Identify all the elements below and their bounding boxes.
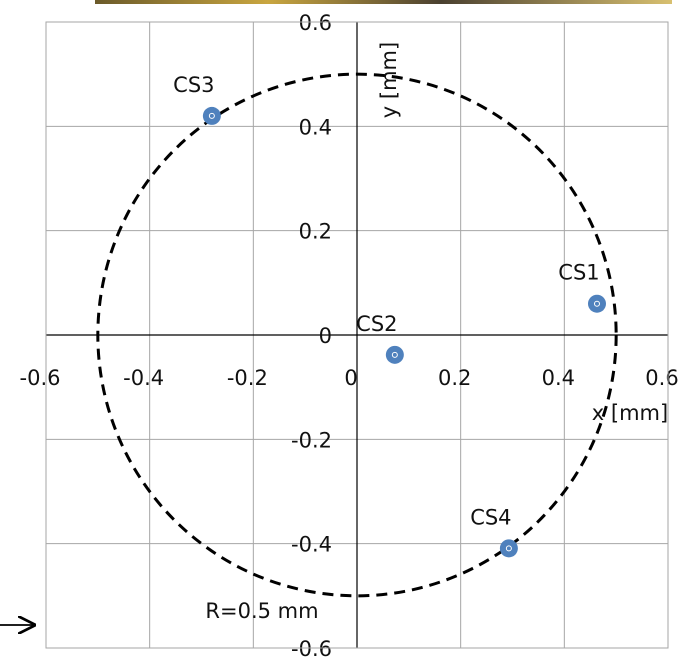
x-tick-label: 0 [344,366,357,390]
point-center [391,351,398,358]
reference-circle [96,72,618,598]
x-tick-label: -0.6 [20,366,61,390]
point-label: CS1 [558,261,599,285]
point [385,345,404,364]
point-label: CS4 [470,505,511,529]
plot-area: -0.6 -0.4 -0.2 0 0.2 0.4 0.6 -0.6 -0.4 -0.2 0 0.2 0.… [20,11,679,661]
plot-border [45,21,669,649]
point-center [208,112,215,119]
point-label: CS2 [356,312,397,336]
y-tick-label: 0.2 [299,220,332,244]
x-tick-label: 0.4 [542,366,575,390]
point-center [593,300,600,307]
point-label: CS3 [173,73,214,97]
x-axis-label: x [mm] [592,401,668,425]
y-axis-label: y [mm] [377,42,401,118]
y-tick-label: 0.6 [299,11,332,35]
point-center [505,545,512,552]
photo-strip [95,0,672,4]
x-tick-label: 0.2 [438,366,471,390]
y-tick-label: -0.2 [291,428,332,452]
annotation: R=0.5 mm [205,599,318,623]
y-tick-label: -0.4 [291,533,332,557]
x-tick-label: 0.6 [645,366,678,390]
x-tick-label: -0.2 [227,366,268,390]
y-tick-label: -0.6 [291,637,332,661]
y-tick-label: 0.4 [299,115,332,139]
x-tick-label: -0.4 [123,366,164,390]
point [202,106,221,125]
point [499,539,518,558]
y-tick-label: 0 [319,324,332,348]
point [587,294,606,313]
